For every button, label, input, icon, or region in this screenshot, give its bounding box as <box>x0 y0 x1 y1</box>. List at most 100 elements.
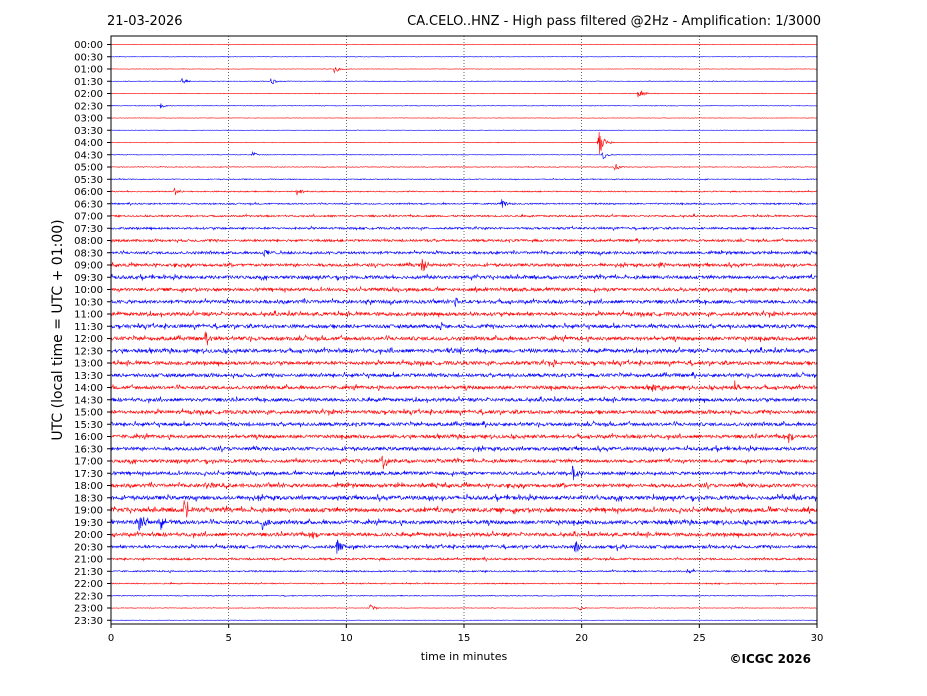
y-tick-label: 05:00 <box>74 163 103 174</box>
trace-line <box>110 199 818 208</box>
y-tick-label: 21:00 <box>74 555 103 566</box>
trace-line <box>110 258 818 272</box>
chart-title: CA.CELO..HNZ - High pass filtered @2Hz -… <box>407 14 821 29</box>
y-tick-label: 23:30 <box>74 616 103 627</box>
trace-line <box>110 43 818 46</box>
x-tick-label: 30 <box>811 633 824 644</box>
y-tick-label: 10:00 <box>74 285 103 296</box>
date-label: 21-03-2026 <box>107 14 183 29</box>
trace-line <box>110 371 818 379</box>
trace-line <box>110 90 818 98</box>
trace-line <box>110 150 818 160</box>
trace-line <box>110 455 818 470</box>
y-tick-label: 08:00 <box>74 236 103 247</box>
trace-line <box>110 481 818 490</box>
y-tick-label: 00:00 <box>74 40 103 51</box>
trace-line <box>110 129 818 131</box>
trace-line <box>110 321 818 331</box>
trace-line <box>110 225 818 232</box>
trace-line <box>110 213 818 219</box>
trace-line <box>110 331 818 346</box>
y-tick-label: 02:00 <box>74 89 103 100</box>
y-tick-label: 04:30 <box>74 150 103 161</box>
x-tick-label: 10 <box>340 633 353 644</box>
y-tick-label: 17:00 <box>74 457 103 468</box>
trace-line <box>110 581 818 586</box>
y-tick-label: 17:30 <box>74 469 103 480</box>
trace-line <box>110 465 818 481</box>
y-tick-label: 13:30 <box>74 371 103 382</box>
trace-line <box>110 358 818 368</box>
y-tick-label: 21:30 <box>74 567 103 578</box>
y-tick-label: 08:30 <box>74 248 103 259</box>
y-tick-label: 04:00 <box>74 138 103 149</box>
trace-line <box>110 273 818 281</box>
trace-line <box>110 445 818 453</box>
trace-line <box>110 604 818 611</box>
y-tick-label: 09:30 <box>74 273 103 284</box>
y-tick-label: 14:30 <box>74 395 103 406</box>
trace-line <box>110 249 818 258</box>
trace-line <box>110 103 818 109</box>
y-tick-label: 23:00 <box>74 604 103 615</box>
trace-line <box>110 285 818 293</box>
trace-line <box>110 407 818 416</box>
trace-line <box>110 594 818 598</box>
y-tick-label: 11:30 <box>74 322 103 333</box>
trace-line <box>110 297 818 307</box>
trace-line <box>110 187 817 196</box>
y-tick-label: 03:30 <box>74 126 103 137</box>
y-tick-label: 22:00 <box>74 579 103 590</box>
trace-line <box>110 309 818 318</box>
y-tick-label: 19:30 <box>74 518 103 529</box>
trace-line <box>110 432 818 444</box>
trace-line <box>110 530 818 539</box>
y-axis-label: UTC (local time = UTC + 01:00) <box>50 219 66 440</box>
trace-line <box>110 237 818 245</box>
trace-line <box>110 117 818 119</box>
copyright-label: ©ICGC 2026 <box>729 652 811 666</box>
trace-line <box>110 555 818 563</box>
x-tick-label: 5 <box>225 633 231 644</box>
trace-line <box>110 131 818 155</box>
y-tick-label: 03:00 <box>74 114 103 125</box>
y-tick-label: 00:30 <box>74 52 103 63</box>
x-tick-label: 0 <box>108 633 114 644</box>
trace-line <box>110 67 818 74</box>
y-tick-label: 10:30 <box>74 297 103 308</box>
trace-line <box>110 568 818 574</box>
y-tick-label: 19:00 <box>74 506 103 517</box>
y-tick-label: 06:30 <box>74 199 103 210</box>
x-axis-label: time in minutes <box>421 650 508 663</box>
trace-line <box>110 346 818 355</box>
trace-line <box>110 177 818 181</box>
y-tick-label: 20:30 <box>74 542 103 553</box>
x-tick-label: 25 <box>693 633 706 644</box>
y-tick-label: 15:30 <box>74 420 103 431</box>
y-tick-label: 18:00 <box>74 481 103 492</box>
y-tick-label: 18:30 <box>74 493 103 504</box>
y-tick-label: 15:00 <box>74 408 103 419</box>
y-tick-label: 22:30 <box>74 591 103 602</box>
trace-line <box>110 619 818 621</box>
y-tick-label: 01:00 <box>74 65 103 76</box>
x-axis-ticks: 0 5 10 15 20 25 30 <box>108 624 824 644</box>
y-tick-label: 02:30 <box>74 101 103 112</box>
y-tick-label: 16:00 <box>74 432 103 443</box>
y-tick-label: 06:00 <box>74 187 103 198</box>
y-tick-label: 09:00 <box>74 261 103 272</box>
seismic-traces <box>110 43 818 621</box>
y-tick-label: 05:30 <box>74 175 103 186</box>
x-tick-label: 15 <box>458 633 471 644</box>
trace-line <box>110 396 818 404</box>
trace-line <box>110 77 818 85</box>
trace-line <box>110 516 818 531</box>
x-tick-label: 20 <box>575 633 588 644</box>
y-tick-label: 12:30 <box>74 346 103 357</box>
trace-line <box>110 380 818 392</box>
y-tick-label: 07:30 <box>74 224 103 235</box>
y-tick-label: 14:00 <box>74 383 103 394</box>
trace-line <box>110 500 818 518</box>
